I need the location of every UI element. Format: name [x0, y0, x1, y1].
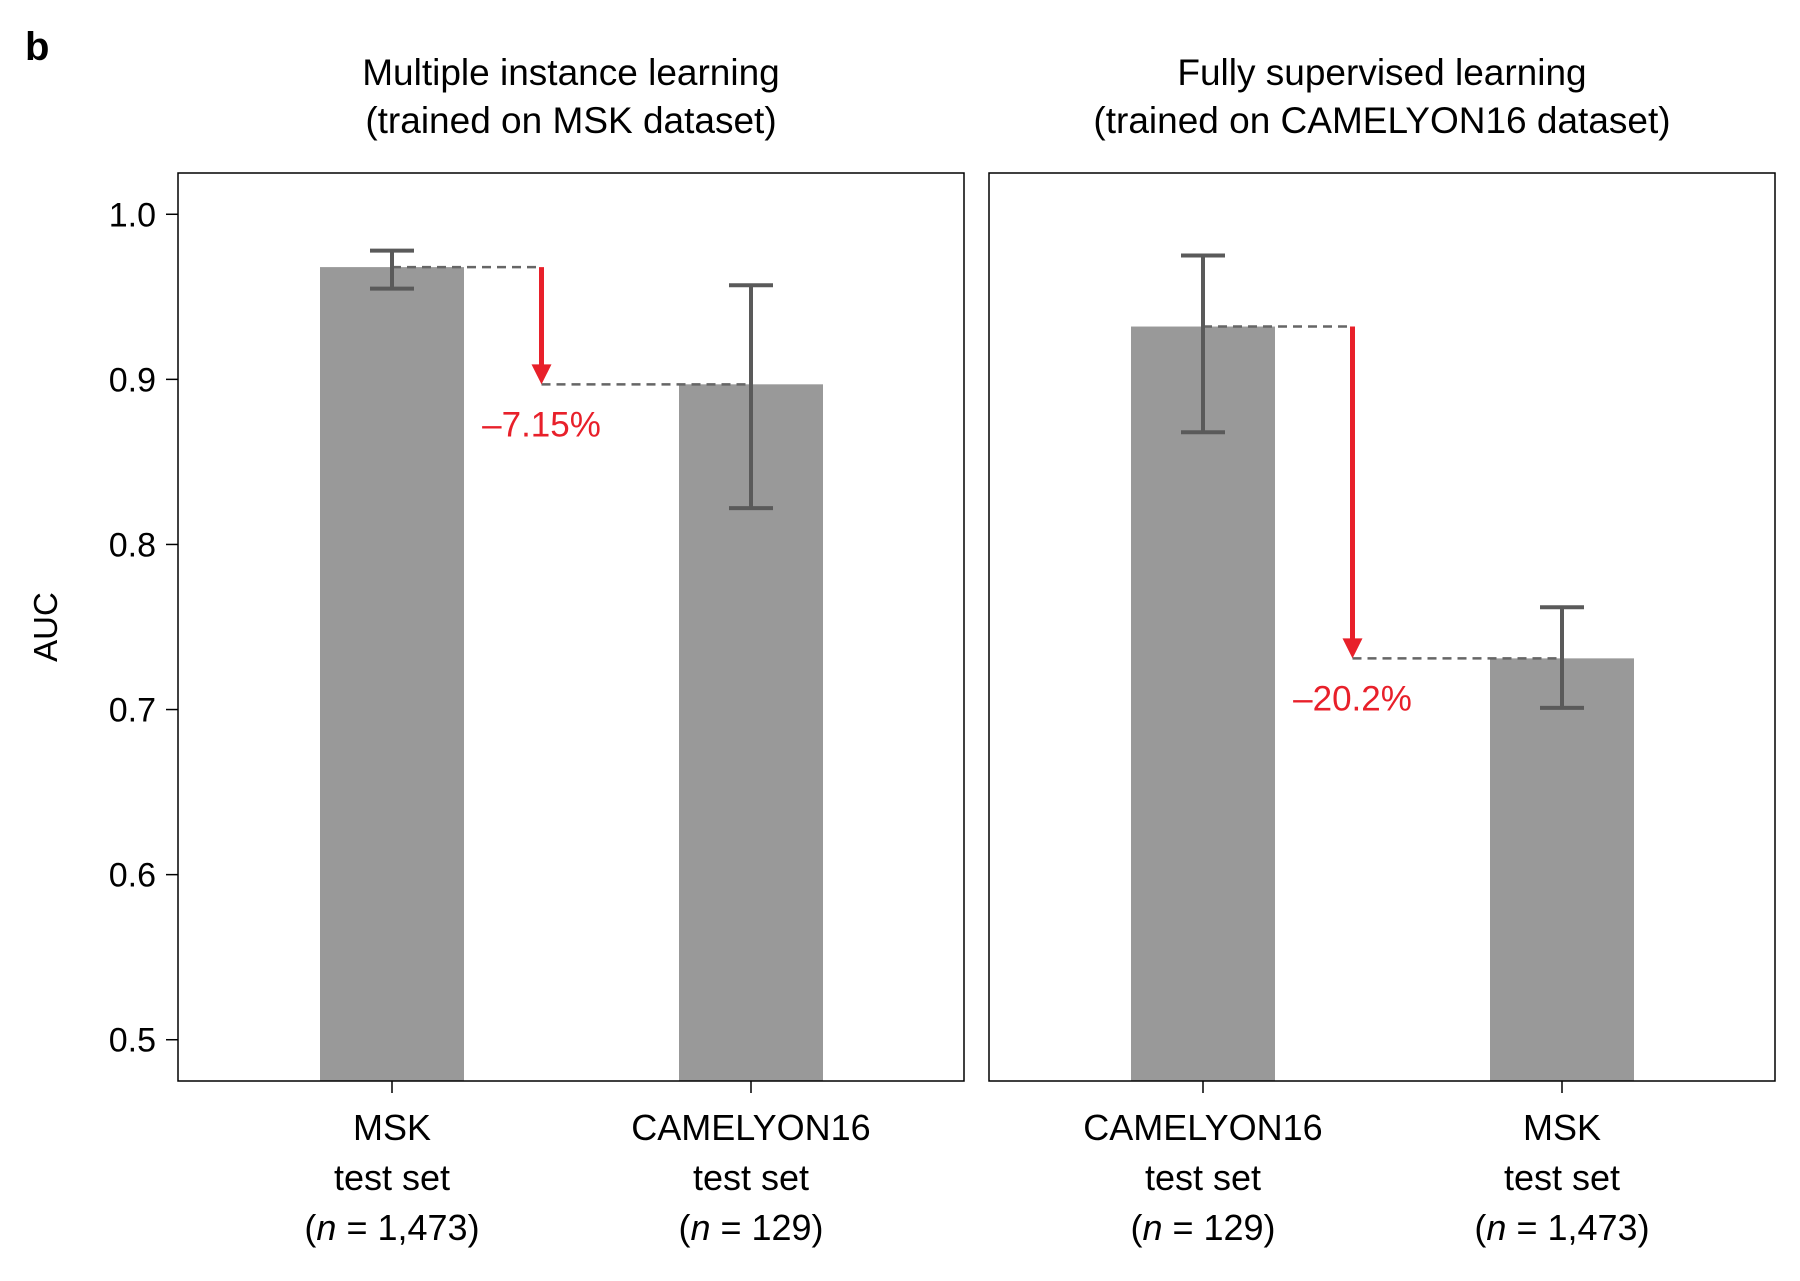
panel-title-line: Fully supervised learning: [1177, 52, 1586, 93]
x-tick-label-line: test set: [334, 1157, 450, 1198]
x-tick-label-line: MSK: [353, 1107, 431, 1148]
annotation-label: –20.2%: [1293, 679, 1412, 718]
annotation-label: –7.15%: [482, 405, 601, 444]
panel-title-line: (trained on MSK dataset): [365, 100, 776, 141]
panel-title-line: (trained on CAMELYON16 dataset): [1093, 100, 1670, 141]
panel-title-line: Multiple instance learning: [362, 52, 780, 93]
x-tick-label-line: (n = 1,473): [304, 1207, 479, 1248]
y-tick-label: 0.8: [109, 526, 156, 564]
x-tick-label-line: CAMELYON16: [1083, 1107, 1322, 1148]
x-tick-label-line: MSK: [1523, 1107, 1601, 1148]
x-tick-label-line: test set: [693, 1157, 809, 1198]
bar: [320, 267, 464, 1081]
y-tick-label: 0.5: [109, 1022, 156, 1060]
y-tick-label: 0.6: [109, 857, 156, 895]
chart-panel-2: Fully supervised learning (trained on CAM…: [988, 52, 1776, 1248]
panel-label: b: [25, 25, 49, 69]
y-tick-label: 0.9: [109, 361, 156, 399]
drop-arrow-head: [1342, 638, 1363, 659]
x-tick-label-line: test set: [1145, 1157, 1261, 1198]
x-tick-label-line: test set: [1504, 1157, 1620, 1198]
y-tick-label: 0.7: [109, 692, 156, 730]
x-tick-label-line: (n = 129): [678, 1207, 823, 1248]
bar: [1131, 326, 1275, 1081]
x-tick-label-line: CAMELYON16: [631, 1107, 870, 1148]
bar: [1490, 658, 1634, 1081]
plot-frame: [177, 172, 965, 1082]
x-tick-label-line: (n = 1,473): [1474, 1207, 1649, 1248]
chart-panel-1: Multiple instance learning (trained on MS…: [27, 52, 965, 1248]
x-tick-label-line: (n = 129): [1130, 1207, 1275, 1248]
y-tick-label: 1.0: [109, 196, 156, 234]
y-axis-label: AUC: [27, 592, 64, 662]
plot-frame: [988, 172, 1776, 1082]
drop-arrow-head: [531, 364, 552, 385]
